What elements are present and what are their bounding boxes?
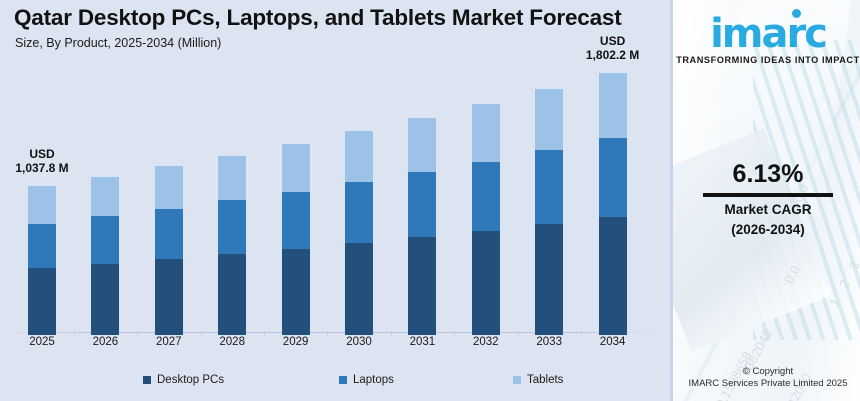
x-tick-2033: 2033 [536,336,562,348]
cagr-value: 6.13% [732,160,804,188]
bar-segment-desktop-pcs-2026 [91,263,120,335]
bar-segment-desktop-pcs-2030 [345,243,373,335]
plot-area: USD 1,037.8 M USD 1,802.2 M [0,34,670,335]
cagr-period: (2026-2034) [731,222,805,237]
imarc-tagline: TRANSFORMING IDEAS INTO IMPACT [676,55,860,65]
x-tick-mark-2031 [390,331,392,336]
x-tick-2032: 2032 [473,336,499,348]
bar-2025 [28,63,56,335]
legend-swatch-icon [513,376,521,384]
bar-segment-desktop-pcs-2032 [471,231,500,335]
legend-label: Tablets [527,374,564,386]
bar-segment-desktop-pcs-2033 [535,224,564,335]
value-label-currency: USD [29,147,55,162]
chart-panel: Qatar Desktop PCs, Laptops, and Tablets … [0,5,670,394]
x-tick-2025: 2025 [29,336,55,348]
brand-panel: 500.0 0.0 1 2 3 4 6382048 0.1598658 9804… [670,0,860,401]
bar-segment-laptops-2028 [218,200,247,255]
x-tick-mark-2027 [137,331,139,336]
x-tick-2034: 2034 [599,336,626,348]
bar-segment-laptops-2033 [535,150,564,225]
legend-item-desktop-pcs[interactable]: Desktop PCs [143,374,224,386]
bar-2031 [408,63,437,335]
bar-segment-tablets-2034 [598,72,627,139]
bar-segment-tablets-2033 [535,88,564,151]
bar-segment-desktop-pcs-2027 [154,259,183,335]
imarc-logo-wordmark: imarc [710,11,828,57]
x-tick-mark-2033 [517,331,519,336]
legend-label: Laptops [353,374,394,386]
x-tick-2028: 2028 [219,336,245,348]
copyright-line-2: IMARC Services Private Limited 2025 [688,378,848,389]
x-tick-mark-2028 [200,331,202,336]
bar-segment-desktop-pcs-2031 [408,237,437,335]
x-tick-mark-2032 [454,331,456,336]
bar-segment-desktop-pcs-2034 [598,217,627,335]
bar-segment-desktop-pcs-2029 [281,248,310,335]
legend-label: Desktop PCs [157,374,225,386]
bar-segment-tablets-2028 [218,155,247,201]
value-label-2034: USD 1,802.2 M [553,34,673,62]
imarc-logo: imarc TRANSFORMING IDEAS INTO IMPACT [673,9,860,65]
x-tick-mark-2026 [73,331,75,336]
bar-segment-laptops-2034 [598,138,627,218]
bar-segment-laptops-2025 [28,223,56,269]
cagr-divider [703,193,833,197]
x-tick-2030: 2030 [346,336,372,348]
bar-segment-tablets-2030 [345,131,373,183]
page-title: Qatar Desktop PCs, Laptops, and Tablets … [14,5,622,30]
x-axis-ticks: 2025 2026 2027 2028 2029 2030 2031 2032 2033 2034 [0,331,670,358]
bar-segment-tablets-2026 [91,176,120,217]
bar-2034 [598,63,627,335]
bar-2033 [535,63,564,335]
copyright-line-1: © Copyright [742,366,794,377]
bar-segment-tablets-2027 [154,166,183,209]
value-label-amount: 1,802.2 M [585,47,640,62]
legend-item-tablets[interactable]: Tablets [513,374,563,386]
bar-segment-tablets-2025 [28,186,56,224]
legend-item-laptops[interactable]: Laptops [339,374,394,386]
value-label-2025: USD 1,037.8 M [0,147,102,175]
x-tick-2029: 2029 [282,336,309,348]
bar-segment-laptops-2027 [154,208,183,260]
bar-segment-laptops-2032 [471,161,500,231]
cagr-label: Market CAGR [724,202,812,217]
legend-swatch-icon [339,376,347,384]
bar-2028 [218,63,247,335]
bar-2030 [345,63,373,335]
bar-segment-laptops-2030 [345,182,373,244]
bar-2032 [471,63,500,335]
value-label-currency: USD [599,33,626,48]
bar-segment-laptops-2031 [408,172,437,238]
value-label-amount: 1,037.8 M [15,161,69,176]
bar-segment-tablets-2032 [471,103,500,162]
x-tick-mark-2030 [327,331,329,336]
bar-segment-laptops-2029 [281,191,310,249]
x-tick-2031: 2031 [409,336,436,348]
x-axis-line [10,331,660,333]
bar-segment-tablets-2029 [281,143,310,192]
bar-segment-laptops-2026 [91,216,120,264]
bar-2027 [154,63,183,335]
bar-segment-desktop-pcs-2025 [28,268,56,335]
legend-swatch-icon [143,376,151,384]
x-tick-mark-2034 [580,331,582,336]
page-subtitle: Size, By Product, 2025-2034 (Million) [15,36,222,50]
x-tick-mark-2029 [263,331,265,336]
bar-segment-tablets-2031 [408,118,437,173]
bar-segment-desktop-pcs-2028 [218,254,247,335]
x-tick-2026: 2026 [92,336,119,348]
chart-legend: Desktop PCs Laptops Tablets [0,374,670,394]
bar-2026 [91,63,120,335]
bar-2029 [281,63,310,335]
imarc-logo-dot-icon [792,9,802,18]
x-tick-2027: 2027 [156,336,182,348]
